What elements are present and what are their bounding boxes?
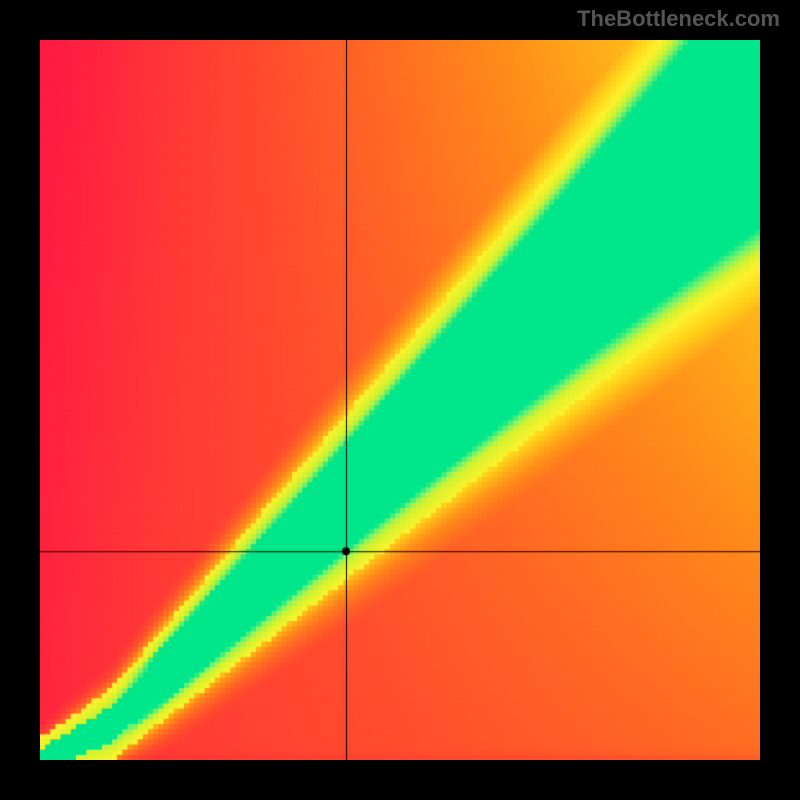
watermark-text: TheBottleneck.com [577, 6, 780, 32]
bottleneck-heatmap [40, 40, 760, 760]
root: TheBottleneck.com [0, 0, 800, 800]
